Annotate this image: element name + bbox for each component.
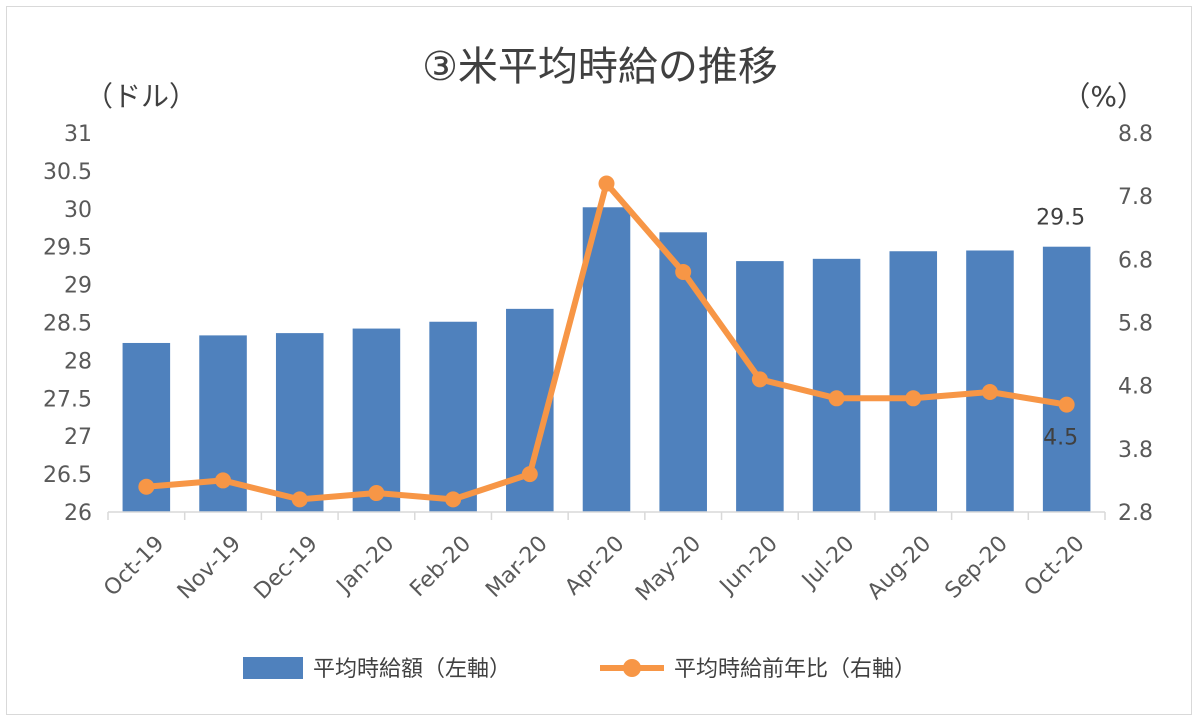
right-tick-label: 3.8 [1118, 438, 1153, 463]
right-tick-label: 8.8 [1118, 122, 1153, 147]
left-tick-label: 27 [64, 425, 92, 450]
bar [582, 207, 631, 512]
x-tick-label: Mar-20 [481, 531, 552, 602]
left-tick-label: 26 [64, 501, 92, 526]
bar [1042, 246, 1091, 512]
right-tick-label: 6.8 [1118, 248, 1153, 273]
left-tick-label: 30.5 [43, 160, 92, 185]
line-point [981, 383, 998, 400]
x-tick-label: Jul-20 [796, 531, 859, 594]
legend-line-label: 平均時給前年比（右軸） [674, 657, 916, 682]
line-point [828, 390, 845, 407]
x-tick-label: May-20 [631, 531, 706, 606]
line-point [751, 371, 768, 388]
left-tick-label: 31 [64, 122, 92, 147]
line-data-label: 4.5 [1043, 426, 1078, 451]
line-point [215, 472, 232, 489]
line-series [138, 175, 1075, 508]
bar [966, 250, 1014, 513]
data-labels: 29.5 4.5 [1036, 206, 1085, 451]
line-point [521, 466, 538, 483]
x-tick-label: Sep-20 [941, 531, 1013, 603]
bar [889, 251, 938, 513]
left-tick-label: 30 [64, 198, 92, 223]
line-point [1058, 396, 1075, 413]
legend-bar-swatch [243, 657, 303, 679]
legend-line-marker [623, 659, 641, 677]
left-tick-label: 29 [64, 274, 92, 299]
left-tick-label: 27.5 [43, 387, 92, 412]
x-tick-label: Oct-20 [1020, 531, 1090, 601]
right-tick-label: 2.8 [1118, 501, 1153, 526]
line-point [675, 263, 692, 280]
right-tick-label: 4.8 [1118, 375, 1153, 400]
line-point [905, 390, 922, 407]
left-axis-unit: （ドル） [85, 80, 197, 113]
x-tick-label: Jan-20 [331, 531, 399, 599]
bar [275, 333, 324, 512]
x-tick-label: Jun-20 [714, 531, 783, 600]
bar [429, 321, 477, 512]
x-tick-label: Nov-19 [173, 531, 246, 604]
bar-series [122, 207, 1091, 513]
x-tick-label: Oct-19 [99, 531, 169, 601]
left-tick-label: 28 [64, 349, 92, 374]
bar [352, 328, 401, 512]
right-tick-label: 5.8 [1118, 312, 1153, 337]
line-point [368, 485, 385, 502]
x-tick-label: Aug-20 [863, 531, 936, 604]
left-tick-label: 29.5 [43, 236, 92, 261]
left-tick-label: 28.5 [43, 312, 92, 337]
line-point [138, 478, 155, 495]
x-tick-label: Apr-20 [560, 531, 629, 600]
bar-data-label: 29.5 [1036, 206, 1085, 231]
line-point [445, 491, 462, 508]
legend: 平均時給額（左軸） 平均時給前年比（右軸） [243, 657, 916, 682]
left-axis-ticks: 26 26.5 27 27.5 28 28.5 29 29.5 30 30.5 31 [43, 122, 92, 526]
right-tick-label: 7.8 [1118, 185, 1153, 210]
line-point [598, 175, 615, 192]
legend-bar-label: 平均時給額（左軸） [313, 657, 511, 682]
bar [812, 258, 861, 512]
x-tick-label: Feb-20 [405, 531, 476, 602]
right-axis-unit: （%） [1062, 80, 1145, 113]
left-tick-label: 26.5 [43, 463, 92, 488]
right-axis-ticks: 2.8 3.8 4.8 5.8 6.8 7.8 8.8 [1118, 122, 1153, 526]
x-tick-label: Dec-19 [250, 531, 323, 604]
chart-title: ③米平均時給の推移 [422, 44, 778, 90]
x-axis-ticks: Oct-19 Nov-19 Dec-19 Jan-20 Feb-20 Mar-20 Apr-… [99, 512, 1106, 606]
line-point [291, 491, 308, 508]
